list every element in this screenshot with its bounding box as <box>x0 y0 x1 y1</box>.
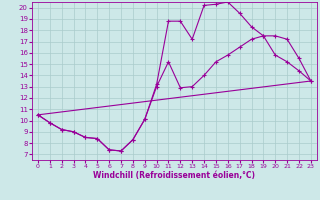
X-axis label: Windchill (Refroidissement éolien,°C): Windchill (Refroidissement éolien,°C) <box>93 171 255 180</box>
